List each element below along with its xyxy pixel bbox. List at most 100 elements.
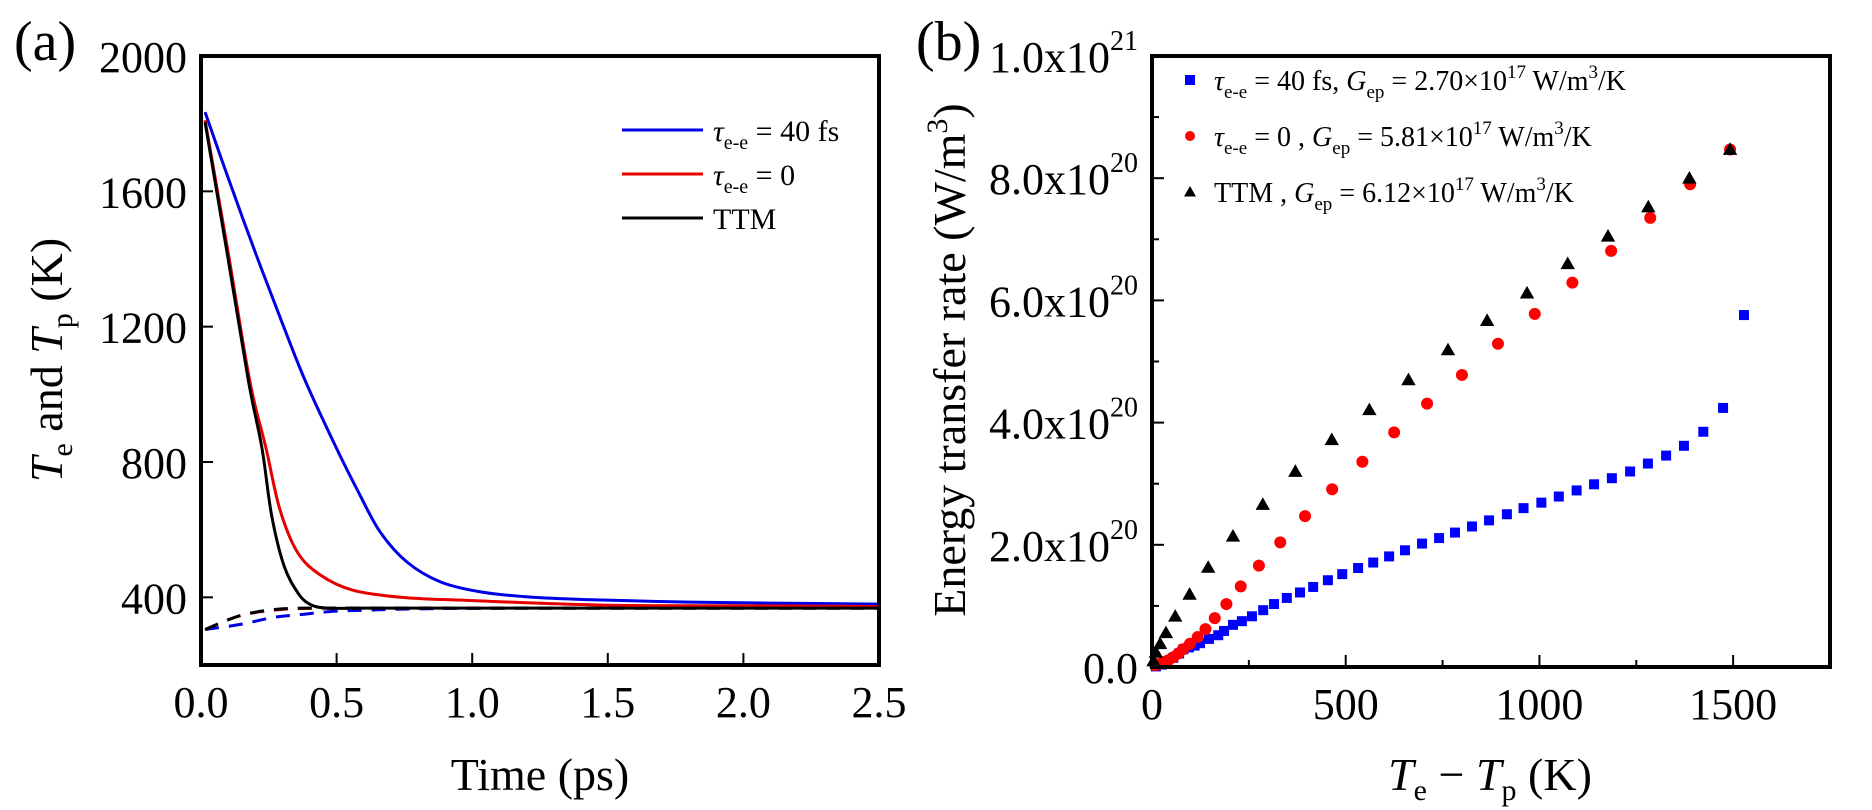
legend-sub: e-e <box>724 176 749 198</box>
data-point-square <box>1678 440 1689 451</box>
te-line--e-e-0 <box>203 120 880 608</box>
xlabel-minus: − <box>1427 749 1476 800</box>
legend-mid: TTM , <box>1214 178 1294 209</box>
data-point-square <box>1738 310 1749 321</box>
panel-a: (a) 0.0 0.5 1.0 1.5 2.0 2.5 400 800 1200 1600 200… <box>14 11 907 800</box>
x-tick-label: 500 <box>1313 680 1379 729</box>
ylabel-end: ) <box>924 103 975 118</box>
data-point-triangle <box>1200 560 1216 573</box>
tp-dashed-line-tp-e-e-40-fs <box>204 606 880 631</box>
y-tick-base: 6.0x10 <box>989 277 1110 326</box>
legend-tau-sub: e-e <box>1224 138 1247 159</box>
x-tick-label: 2.0 <box>716 678 771 727</box>
y-tick-label: 8.0x1020 <box>989 148 1138 204</box>
legend-marker-square <box>1185 75 1195 85</box>
legend-item: τe-e = 0 <box>622 159 795 198</box>
y-tick-base: 0.0 <box>1083 644 1138 693</box>
legend-exponent: 17 <box>1455 174 1474 195</box>
data-point-square <box>1434 533 1445 544</box>
panel-a-x-axis-title: Time (ps) <box>451 749 630 800</box>
data-point-square <box>1536 497 1547 508</box>
panel-b-y-axis-title: Energy transfer rate (W/m3) <box>921 103 975 617</box>
data-point-square <box>1281 592 1292 603</box>
legend-tau-sub: e-e <box>1224 82 1247 103</box>
data-point-triangle <box>1255 497 1271 510</box>
legend-g-sub: ep <box>1314 194 1332 215</box>
series-square-points <box>1150 310 1749 672</box>
data-point-triangle <box>1600 229 1616 242</box>
data-point-square <box>1337 569 1348 580</box>
legend-g-sub: ep <box>1332 138 1350 159</box>
legend-unit: W/m <box>1474 178 1537 209</box>
legend-g: G <box>1294 178 1314 209</box>
legend-tau: τ <box>1214 66 1225 97</box>
x-tick-label: 1.5 <box>580 678 635 727</box>
data-point-triangle <box>1182 587 1197 600</box>
legend-unit-exponent: 3 <box>1554 118 1564 139</box>
data-point-circle <box>1491 337 1504 350</box>
y-tick-base: 4.0x10 <box>989 400 1110 449</box>
y-tick-exponent: 21 <box>1110 26 1138 57</box>
data-point-square <box>1449 527 1460 538</box>
data-point-circle <box>1208 612 1221 625</box>
legend-value: = 5.81×10 <box>1350 122 1473 153</box>
x-tick-label: 1000 <box>1495 680 1583 729</box>
y-tick-exponent: 20 <box>1110 148 1138 179</box>
data-point-circle <box>1299 510 1312 523</box>
data-point-square <box>1399 545 1410 556</box>
data-point-circle <box>1199 623 1212 636</box>
data-point-square <box>1203 633 1214 644</box>
legend-item: τe-e = 0 , Gep = 5.81×1017 W/m3/K <box>1185 118 1592 159</box>
legend-tau: τ <box>1214 122 1225 153</box>
data-point-square <box>1718 402 1729 413</box>
data-point-circle <box>1191 631 1204 644</box>
y-tick-label: 6.0x1020 <box>989 270 1138 326</box>
legend-label: TTM , Gep = 6.12×1017 W/m3/K <box>1214 174 1574 215</box>
data-point-square <box>1467 521 1478 532</box>
data-point-triangle <box>1682 171 1697 184</box>
data-point-triangle <box>1519 285 1535 299</box>
tp-dashed-line-tp-ttm <box>204 606 879 631</box>
panel-a-label: (a) <box>14 11 76 73</box>
legend-mid: = 40 fs, <box>1247 66 1346 97</box>
data-point-circle <box>1605 244 1618 257</box>
legend-value: = 6.12×10 <box>1332 178 1455 209</box>
panel-a-y-axis-title: Te and Tp (K) <box>21 238 79 482</box>
y-tick-label: 800 <box>121 439 187 488</box>
legend-unit-exponent: 3 <box>1589 62 1599 83</box>
data-point-square <box>1353 563 1364 574</box>
data-point-square <box>1661 450 1672 461</box>
legend-g-sub: ep <box>1366 82 1384 103</box>
x-tick-label: 0.0 <box>174 678 229 727</box>
y-tick-label: 0.0 <box>1083 644 1138 693</box>
y-tick-base: 2.0x10 <box>989 522 1110 571</box>
legend-marker-circle <box>1185 131 1195 141</box>
panel-a-plot-area <box>203 111 880 631</box>
data-point-square <box>1698 426 1709 437</box>
panel-b-x-ticks: 0 500 1000 1500 <box>1141 655 1777 729</box>
legend-item: τe-e = 40 fs, Gep = 2.70×1017 W/m3/K <box>1185 62 1626 103</box>
data-point-square <box>1294 587 1305 598</box>
legend-unit-exponent: 3 <box>1536 174 1546 195</box>
y-tick-label: 1.0x1021 <box>989 26 1138 82</box>
legend-unit: W/m <box>1492 122 1555 153</box>
data-point-square <box>1625 466 1636 477</box>
x-tick-label: 0 <box>1141 680 1163 729</box>
data-point-circle <box>1388 426 1401 439</box>
legend-label: τe-e = 0 , Gep = 5.81×1017 W/m3/K <box>1214 118 1592 159</box>
data-point-square <box>1553 491 1564 502</box>
panel-b-x-axis-title: Te − Tp (K) <box>1388 749 1592 807</box>
y-tick-exponent: 20 <box>1110 270 1138 301</box>
panel-b-legend: τe-e = 40 fs, Gep = 2.70×1017 W/m3/Kτe-e… <box>1184 62 1626 215</box>
y-tick-label: 4.0x1020 <box>989 393 1138 449</box>
legend-item: TTM , Gep = 6.12×1017 W/m3/K <box>1184 174 1574 215</box>
data-point-square <box>1368 557 1379 568</box>
x-tick-label: 1500 <box>1689 680 1777 729</box>
data-point-triangle <box>1479 313 1495 326</box>
legend-exponent: 17 <box>1507 62 1526 83</box>
y-tick-label: 1200 <box>99 304 187 353</box>
data-point-square <box>1518 503 1529 514</box>
xlabel-unit: (K) <box>1517 749 1592 800</box>
data-point-triangle <box>1168 609 1183 622</box>
